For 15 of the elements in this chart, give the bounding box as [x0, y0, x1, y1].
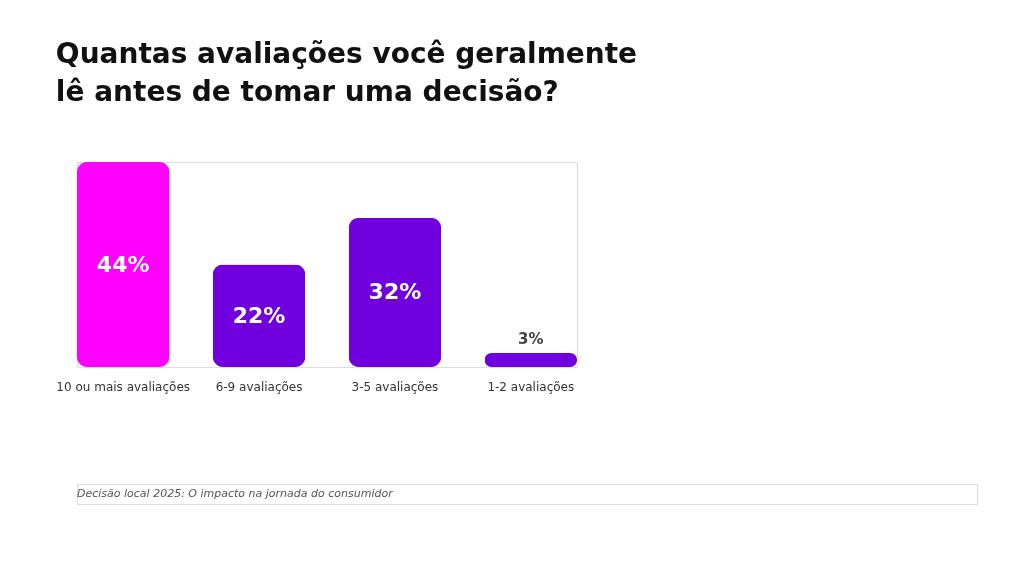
x-tick-label: 1-2 avaliações [487, 379, 575, 394]
x-tick-label: 6-9 avaliações [215, 379, 303, 394]
bar [484, 353, 577, 367]
text: Quantas avaliações você geralmente [55, 37, 638, 70]
x-tick-label: 10 ou mais avaliações [56, 379, 191, 394]
bar [212, 264, 306, 367]
x-tick-label: 3-5 avaliações [351, 379, 439, 394]
bar [348, 217, 442, 367]
text: lê antes de tomar uma decisão? [55, 75, 559, 108]
data-label: 32% [368, 279, 422, 305]
data-label: 3% [518, 330, 544, 349]
text: Decisão local 2025: O impacto na jornada do consumidor [77, 487, 395, 500]
bar [77, 162, 170, 367]
data-label: 44% [96, 251, 150, 277]
data-label: 22% [232, 302, 286, 328]
